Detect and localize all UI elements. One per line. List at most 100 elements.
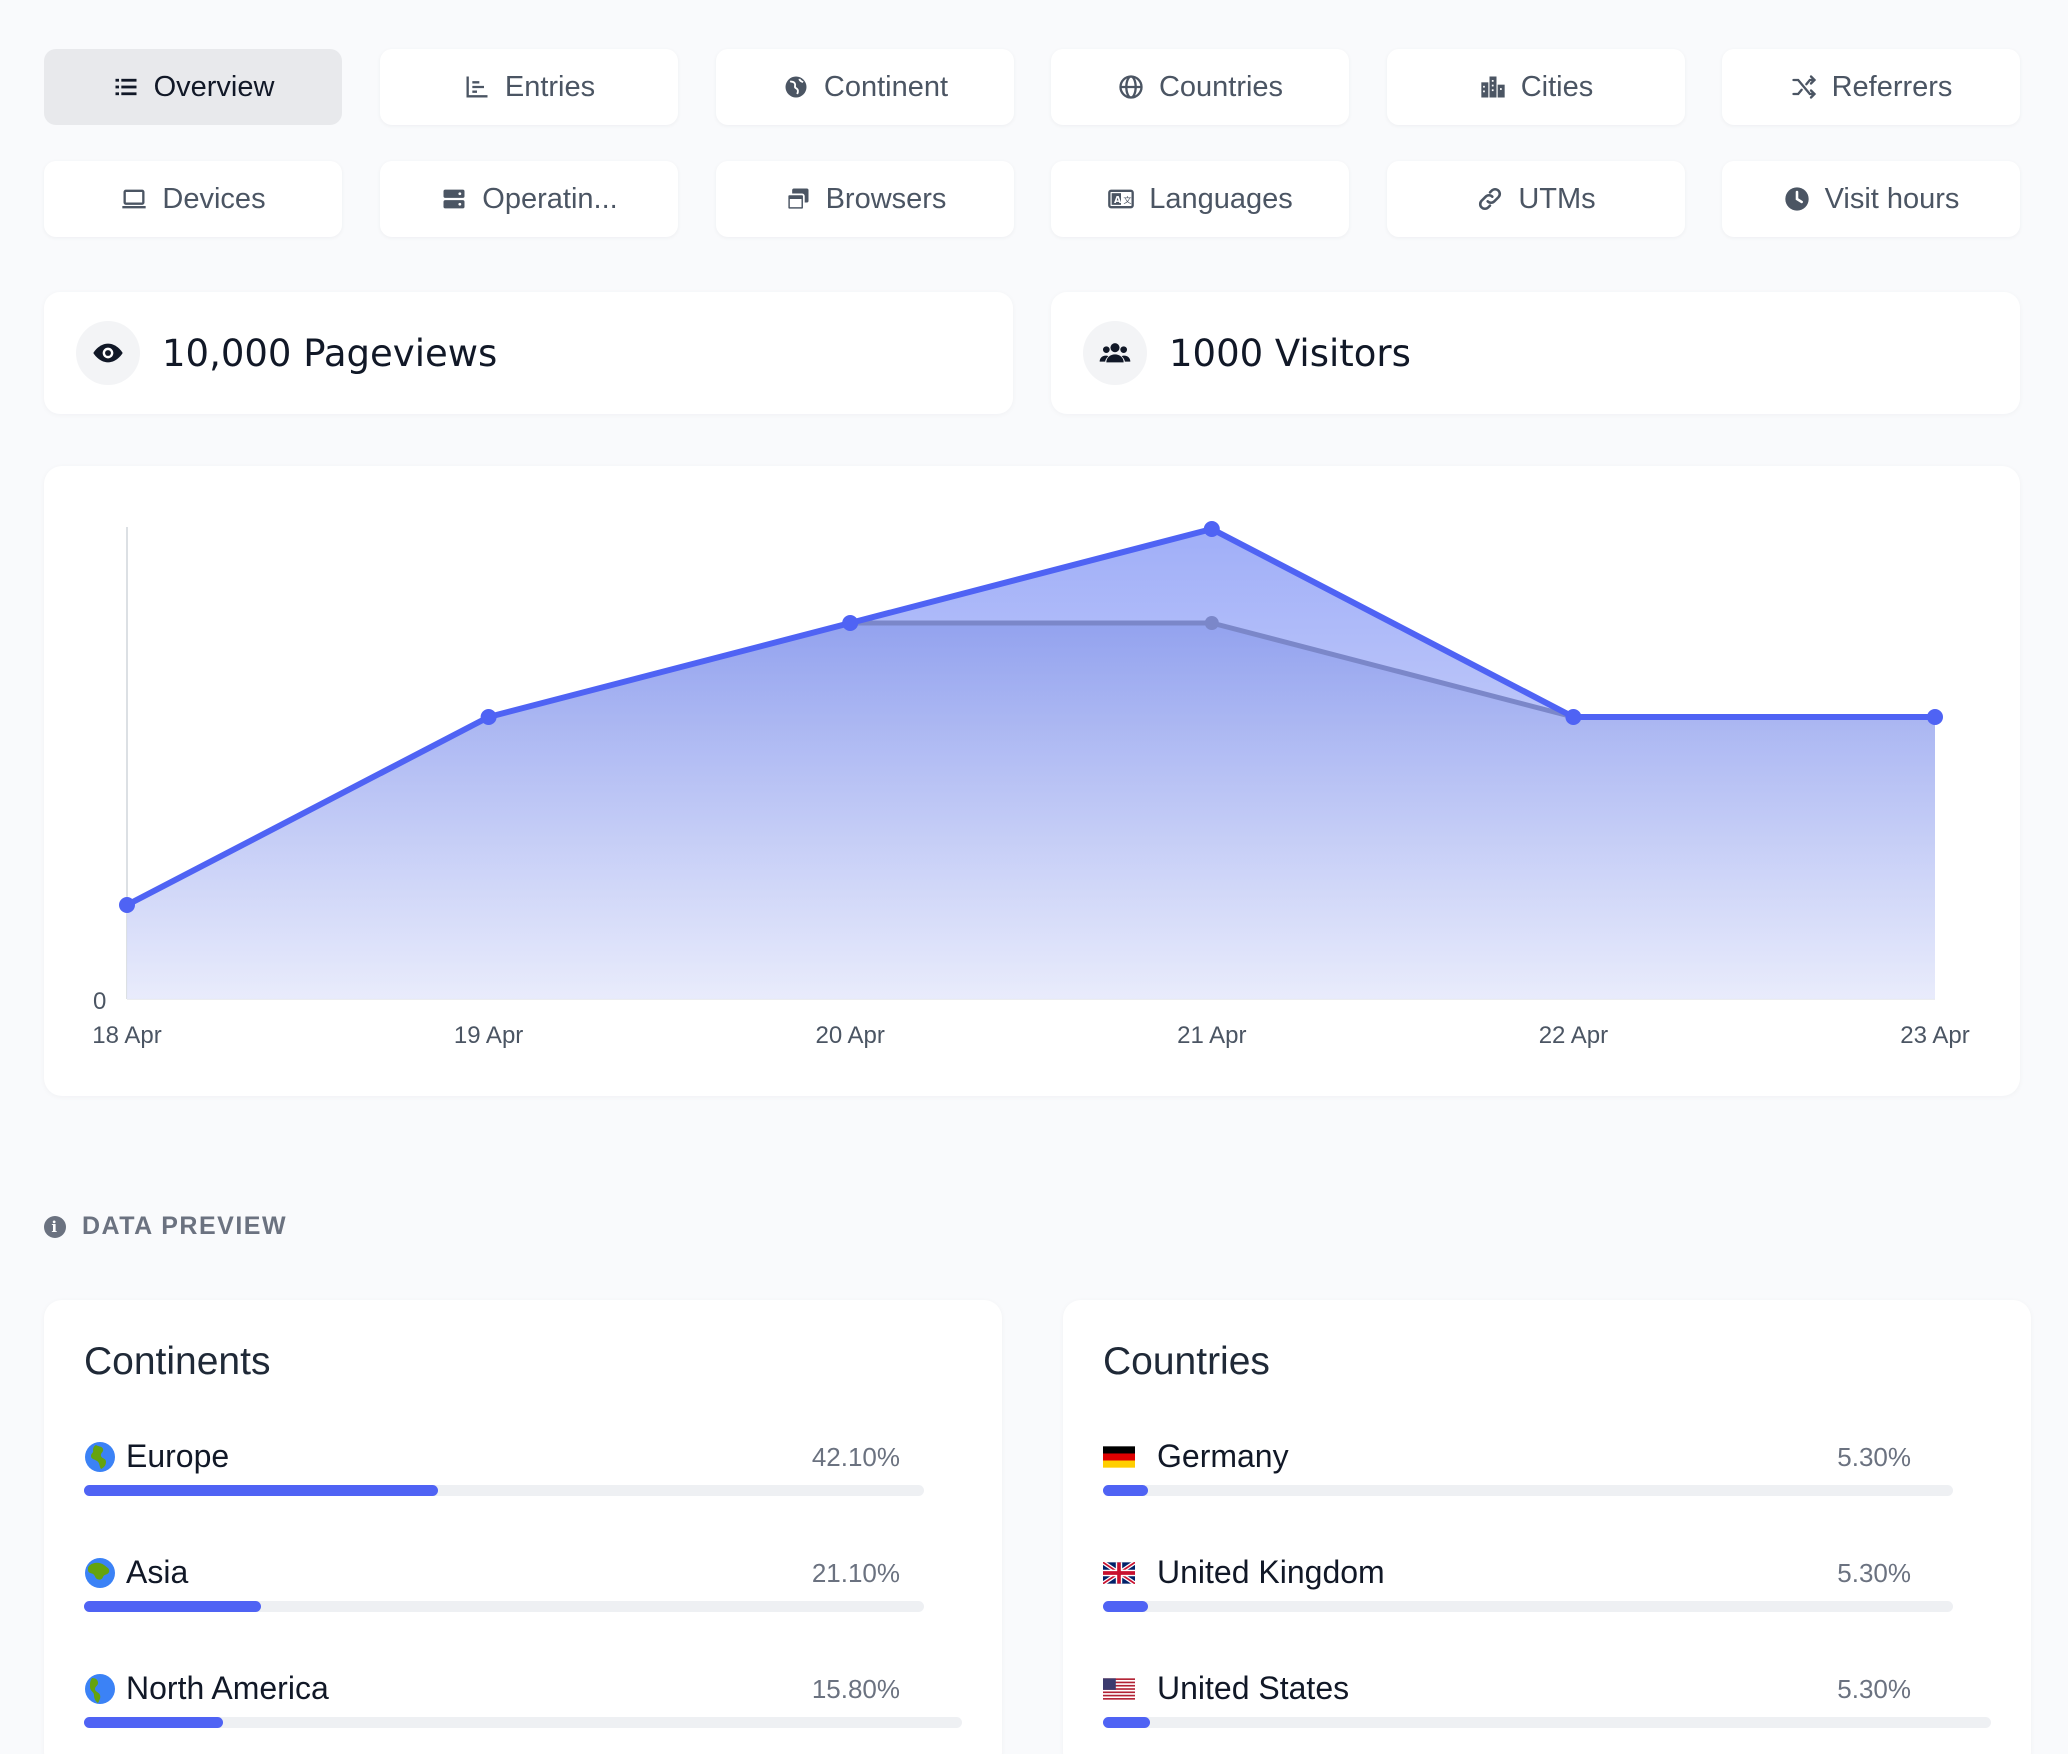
countries-title: Countries — [1103, 1340, 1270, 1383]
earth-icon — [782, 73, 810, 101]
list-item[interactable]: United Kingdom 5.30% — [1103, 1554, 1953, 1634]
tab-overview[interactable]: Overview — [44, 49, 342, 125]
progress-fill — [1103, 1717, 1151, 1728]
users-icon — [1083, 321, 1147, 385]
tab-label: Countries — [1158, 70, 1284, 103]
progress-fill — [1103, 1601, 1149, 1612]
data-preview-label: DATA PREVIEW — [82, 1212, 288, 1240]
city-icon — [1479, 73, 1507, 101]
flag-us-icon — [1103, 1677, 1135, 1700]
tab-label: Continent — [823, 70, 949, 103]
chart-canvas: 0 18 Apr 19 Apr 20 Apr 21 Apr 22 Apr 23 Apr — [92, 521, 1970, 1049]
country-name: United Kingdom — [1157, 1554, 1385, 1590]
tab-cities[interactable]: Cities — [1387, 49, 1685, 125]
clock-icon — [1783, 185, 1811, 213]
list-item[interactable]: United States 5.30% — [1103, 1670, 1991, 1750]
tab-label: Browsers — [825, 182, 947, 215]
continent-percent: 15.80% — [811, 1674, 900, 1704]
tab-entries[interactable]: Entries — [380, 49, 678, 125]
progress-fill — [84, 1601, 262, 1612]
tab-label: Devices — [162, 182, 266, 215]
x-tick-label: 19 Apr — [454, 1022, 523, 1049]
tab-label: Overview — [153, 70, 275, 103]
info-icon: i — [44, 1215, 66, 1238]
list-item[interactable]: North America 15.80% — [84, 1670, 962, 1750]
list-item[interactable]: Germany 5.30% — [1103, 1438, 1953, 1518]
progress-fill — [84, 1717, 223, 1728]
flag-uk-icon — [1103, 1561, 1135, 1584]
tab-label: UTMs — [1518, 182, 1596, 215]
continent-percent: 42.10% — [811, 1442, 900, 1472]
progress-fill — [84, 1485, 438, 1496]
globe-europe-icon — [85, 1441, 115, 1472]
series-line-primary — [125, 526, 1935, 908]
tab-devices[interactable]: Devices — [44, 161, 342, 237]
bar-chart-icon — [463, 73, 491, 101]
country-percent: 5.30% — [1837, 1674, 1911, 1704]
tab-countries[interactable]: Countries — [1051, 49, 1349, 125]
progress-track — [84, 1485, 924, 1496]
tab-continent[interactable]: Continent — [716, 49, 1014, 125]
visitors-value: 1000 Visitors — [1169, 331, 1411, 375]
globe-icon — [1117, 73, 1145, 101]
tab-utms[interactable]: UTMs — [1387, 161, 1685, 237]
pageviews-value: 10,000 Pageviews — [162, 331, 498, 375]
x-tick-label: 21 Apr — [1177, 1022, 1246, 1049]
x-tick-label: 22 Apr — [1539, 1022, 1608, 1049]
progress-fill — [1103, 1485, 1149, 1496]
continents-panel: Continents Europe 42.10% Asia 21.10% Nor… — [44, 1300, 1002, 1754]
pageviews-card: 10,000 Pageviews — [44, 292, 1013, 414]
tab-browsers[interactable]: Browsers — [716, 161, 1014, 237]
tab-visit-hours[interactable]: Visit hours — [1722, 161, 2020, 237]
data-point-secondary — [1204, 616, 1219, 630]
data-point-primary — [480, 709, 497, 725]
list-item[interactable]: Asia 21.10% — [84, 1554, 924, 1634]
globe-americas-icon — [85, 1673, 115, 1704]
link-icon — [1476, 185, 1504, 213]
country-percent: 5.30% — [1837, 1558, 1911, 1588]
shuffle-icon — [1790, 73, 1818, 101]
countries-panel: Countries Germany 5.30% United Kingdom 5… — [1063, 1300, 2031, 1754]
tab-label: Cities — [1520, 70, 1594, 103]
continent-percent: 21.10% — [811, 1558, 900, 1588]
data-point-primary — [1927, 709, 1943, 725]
flag-germany-icon — [1103, 1445, 1135, 1468]
progress-track — [84, 1717, 962, 1728]
server-icon — [440, 185, 468, 213]
x-tick-label: 23 Apr — [1900, 1022, 1969, 1049]
data-point-primary — [119, 897, 135, 913]
data-point-primary — [1203, 521, 1220, 537]
svg-text:A: A — [1114, 195, 1122, 206]
list-icon — [112, 73, 140, 101]
data-point-primary — [1565, 709, 1582, 725]
tab-label: Referrers — [1831, 70, 1953, 103]
tab-referrers[interactable]: Referrers — [1722, 49, 2020, 125]
x-tick-label: 20 Apr — [816, 1022, 885, 1049]
series-area-secondary — [127, 623, 1935, 999]
eye-icon — [76, 321, 140, 385]
tab-label: Visit hours — [1824, 182, 1960, 215]
tab-label: Languages — [1149, 182, 1293, 215]
svg-text:文: 文 — [1124, 195, 1132, 205]
y-tick-label: 0 — [93, 988, 106, 1015]
tab-label: Entries — [504, 70, 596, 103]
continent-name: Asia — [126, 1554, 189, 1590]
progress-track — [1103, 1485, 1953, 1496]
continent-name: Europe — [126, 1438, 230, 1474]
progress-track — [84, 1601, 924, 1612]
laptop-icon — [120, 185, 148, 213]
data-preview-heading: i DATA PREVIEW — [44, 1212, 287, 1241]
country-name: Germany — [1157, 1438, 1289, 1474]
progress-track — [1103, 1717, 1991, 1728]
globe-asia-icon — [85, 1557, 115, 1588]
pageviews-chart: 0 18 Apr 19 Apr 20 Apr 21 Apr 22 Apr 23 Apr — [44, 466, 2020, 1096]
tab-operating-systems[interactable]: Operatin... — [380, 161, 678, 237]
visitors-card: 1000 Visitors — [1051, 292, 2020, 414]
list-item[interactable]: Europe 42.10% — [84, 1438, 924, 1518]
continent-name: North America — [126, 1670, 329, 1706]
x-tick-label: 18 Apr — [92, 1022, 161, 1049]
country-name: United States — [1157, 1670, 1350, 1706]
country-percent: 5.30% — [1837, 1442, 1911, 1472]
